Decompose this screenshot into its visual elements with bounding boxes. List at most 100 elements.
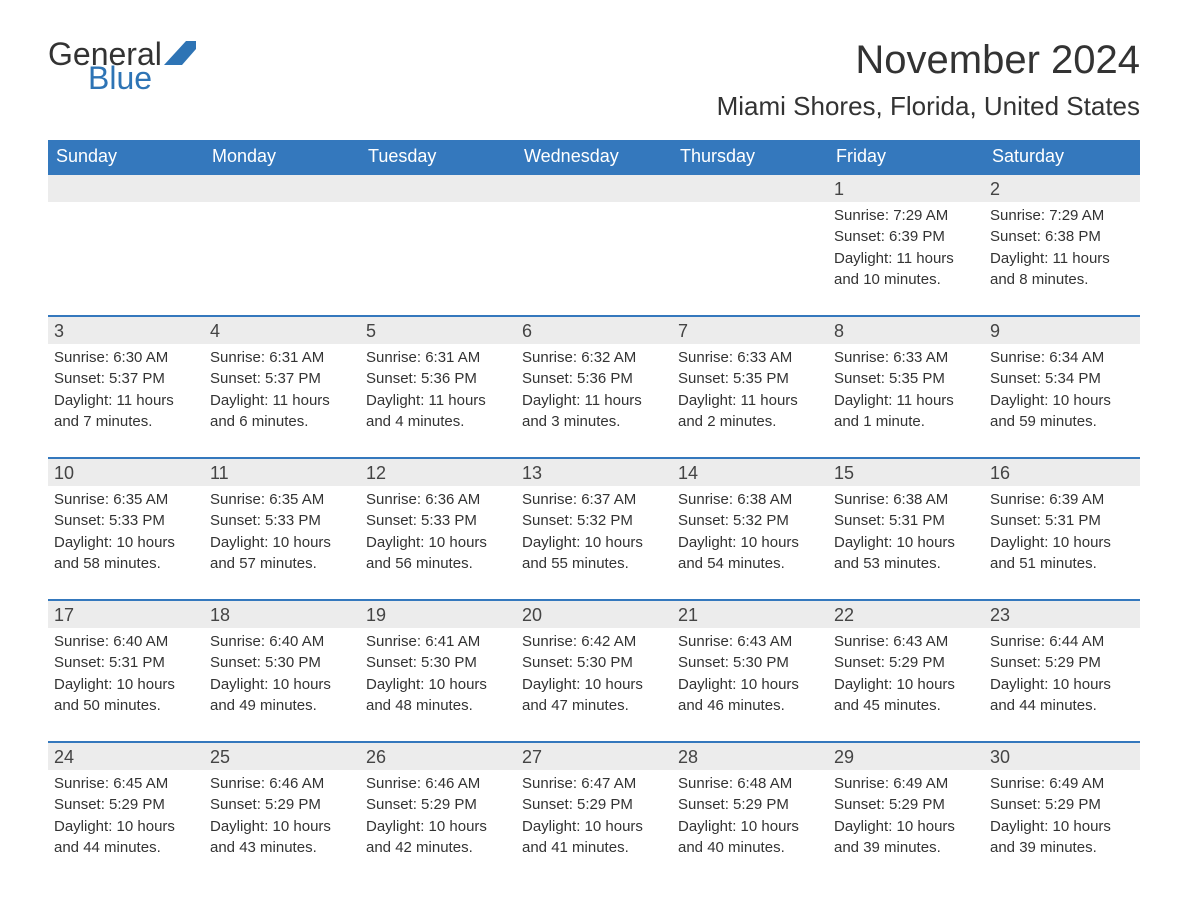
day-number-cell: 16	[984, 459, 1140, 486]
day-info-cell: Sunrise: 6:44 AMSunset: 5:29 PMDaylight:…	[984, 628, 1140, 741]
day1-text: Daylight: 10 hours	[834, 533, 978, 553]
day-number-cell: 15	[828, 459, 984, 486]
sunset-text: Sunset: 5:29 PM	[834, 653, 978, 673]
weekday-thu: Thursday	[672, 140, 828, 173]
day2-text: and 44 minutes.	[54, 838, 198, 858]
title-block: November 2024 Miami Shores, Florida, Uni…	[717, 38, 1140, 122]
sunset-text: Sunset: 5:29 PM	[990, 795, 1134, 815]
day2-text: and 4 minutes.	[366, 412, 510, 432]
day-number-cell: 2	[984, 175, 1140, 202]
day1-text: Daylight: 10 hours	[210, 817, 354, 837]
day-number-cell: 1	[828, 175, 984, 202]
sunrise-text: Sunrise: 6:37 AM	[522, 490, 666, 510]
week-daynum-row: 17181920212223	[48, 599, 1140, 628]
day2-text: and 7 minutes.	[54, 412, 198, 432]
day-info-cell: Sunrise: 6:30 AMSunset: 5:37 PMDaylight:…	[48, 344, 204, 457]
sunset-text: Sunset: 5:35 PM	[678, 369, 822, 389]
day1-text: Daylight: 10 hours	[366, 817, 510, 837]
day-number: 14	[678, 463, 698, 483]
day1-text: Daylight: 10 hours	[210, 675, 354, 695]
sunset-text: Sunset: 5:36 PM	[522, 369, 666, 389]
day-number: 12	[366, 463, 386, 483]
day-number-cell: 28	[672, 743, 828, 770]
day1-text: Daylight: 11 hours	[990, 249, 1134, 269]
sunrise-text: Sunrise: 6:31 AM	[366, 348, 510, 368]
day-info-cell: Sunrise: 6:49 AMSunset: 5:29 PMDaylight:…	[828, 770, 984, 883]
day-number: 18	[210, 605, 230, 625]
sunset-text: Sunset: 5:29 PM	[210, 795, 354, 815]
sunset-text: Sunset: 5:31 PM	[834, 511, 978, 531]
day2-text: and 58 minutes.	[54, 554, 198, 574]
day-number-cell: 3	[48, 317, 204, 344]
day-number-cell: 6	[516, 317, 672, 344]
day-info-cell: Sunrise: 6:33 AMSunset: 5:35 PMDaylight:…	[828, 344, 984, 457]
day-info-cell: Sunrise: 6:46 AMSunset: 5:29 PMDaylight:…	[360, 770, 516, 883]
sunset-text: Sunset: 5:37 PM	[210, 369, 354, 389]
day-number-cell: 18	[204, 601, 360, 628]
sunset-text: Sunset: 5:30 PM	[210, 653, 354, 673]
day2-text: and 48 minutes.	[366, 696, 510, 716]
sunrise-text: Sunrise: 6:47 AM	[522, 774, 666, 794]
day-number: 16	[990, 463, 1010, 483]
day-number: 4	[210, 321, 220, 341]
sunrise-text: Sunrise: 6:40 AM	[210, 632, 354, 652]
sunrise-text: Sunrise: 7:29 AM	[990, 206, 1134, 226]
day-number-cell: 8	[828, 317, 984, 344]
calendar: Sunday Monday Tuesday Wednesday Thursday…	[48, 140, 1140, 883]
day-number: 20	[522, 605, 542, 625]
day1-text: Daylight: 11 hours	[834, 391, 978, 411]
sunset-text: Sunset: 5:29 PM	[54, 795, 198, 815]
week-daynum-row: 24252627282930	[48, 741, 1140, 770]
day-number: 29	[834, 747, 854, 767]
day-number: 21	[678, 605, 698, 625]
day2-text: and 59 minutes.	[990, 412, 1134, 432]
sunset-text: Sunset: 5:37 PM	[54, 369, 198, 389]
day-info-cell: Sunrise: 6:40 AMSunset: 5:30 PMDaylight:…	[204, 628, 360, 741]
day-info-cell	[204, 202, 360, 315]
sunrise-text: Sunrise: 6:48 AM	[678, 774, 822, 794]
day-info-cell: Sunrise: 6:36 AMSunset: 5:33 PMDaylight:…	[360, 486, 516, 599]
day2-text: and 51 minutes.	[990, 554, 1134, 574]
day1-text: Daylight: 10 hours	[990, 391, 1134, 411]
week-info-row: Sunrise: 6:40 AMSunset: 5:31 PMDaylight:…	[48, 628, 1140, 741]
day-number: 17	[54, 605, 74, 625]
day-number-cell	[204, 175, 360, 202]
sunrise-text: Sunrise: 6:46 AM	[210, 774, 354, 794]
week-daynum-row: 3456789	[48, 315, 1140, 344]
day-info-cell: Sunrise: 6:32 AMSunset: 5:36 PMDaylight:…	[516, 344, 672, 457]
day-number: 8	[834, 321, 844, 341]
sunrise-text: Sunrise: 7:29 AM	[834, 206, 978, 226]
day2-text: and 50 minutes.	[54, 696, 198, 716]
sunrise-text: Sunrise: 6:43 AM	[678, 632, 822, 652]
day2-text: and 42 minutes.	[366, 838, 510, 858]
weekday-wed: Wednesday	[516, 140, 672, 173]
sunrise-text: Sunrise: 6:39 AM	[990, 490, 1134, 510]
day1-text: Daylight: 10 hours	[678, 533, 822, 553]
weeks-container: 12Sunrise: 7:29 AMSunset: 6:39 PMDayligh…	[48, 173, 1140, 883]
weekday-mon: Monday	[204, 140, 360, 173]
day-info-cell: Sunrise: 6:31 AMSunset: 5:37 PMDaylight:…	[204, 344, 360, 457]
day-number-cell: 25	[204, 743, 360, 770]
day1-text: Daylight: 10 hours	[834, 675, 978, 695]
day-number: 19	[366, 605, 386, 625]
day-info-cell: Sunrise: 6:43 AMSunset: 5:29 PMDaylight:…	[828, 628, 984, 741]
day2-text: and 10 minutes.	[834, 270, 978, 290]
day1-text: Daylight: 10 hours	[54, 675, 198, 695]
day-number-cell	[48, 175, 204, 202]
day2-text: and 49 minutes.	[210, 696, 354, 716]
day-number: 5	[366, 321, 376, 341]
day2-text: and 55 minutes.	[522, 554, 666, 574]
day-number: 6	[522, 321, 532, 341]
sunrise-text: Sunrise: 6:32 AM	[522, 348, 666, 368]
day-info-cell: Sunrise: 6:40 AMSunset: 5:31 PMDaylight:…	[48, 628, 204, 741]
day1-text: Daylight: 10 hours	[678, 675, 822, 695]
day-number-cell: 29	[828, 743, 984, 770]
sunset-text: Sunset: 5:33 PM	[210, 511, 354, 531]
sunrise-text: Sunrise: 6:36 AM	[366, 490, 510, 510]
day2-text: and 3 minutes.	[522, 412, 666, 432]
day2-text: and 8 minutes.	[990, 270, 1134, 290]
sunrise-text: Sunrise: 6:35 AM	[54, 490, 198, 510]
sunset-text: Sunset: 5:32 PM	[678, 511, 822, 531]
day2-text: and 54 minutes.	[678, 554, 822, 574]
sunset-text: Sunset: 5:30 PM	[366, 653, 510, 673]
